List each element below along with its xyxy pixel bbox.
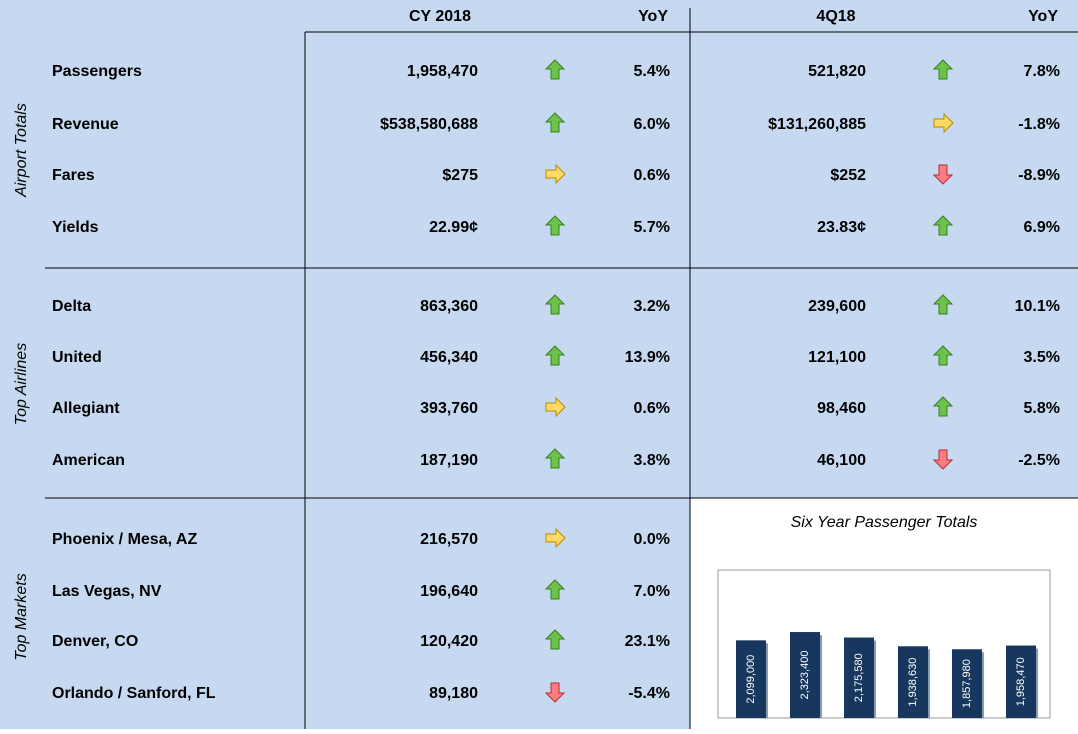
q-value: $131,260,885 — [768, 116, 866, 133]
trend-arrow — [932, 396, 954, 417]
bar — [844, 637, 874, 718]
row-name: Phoenix / Mesa, AZ — [52, 531, 197, 548]
cy-yoy: 13.9% — [625, 349, 670, 366]
row-name: Allegiant — [52, 400, 120, 417]
row-name: Fares — [52, 167, 95, 184]
q-yoy: 5.8% — [1024, 400, 1060, 417]
row-name: Passengers — [52, 63, 142, 80]
cy-yoy: -5.4% — [628, 685, 670, 702]
cy-yoy: 6.0% — [634, 116, 670, 133]
cy-value: 456,340 — [420, 349, 478, 366]
trend-arrow — [932, 59, 954, 80]
cy-yoy: 23.1% — [625, 633, 670, 650]
cy-value: 22.99¢ — [429, 219, 478, 236]
value-label: 1,857,980 — [961, 659, 973, 708]
cy-value: 196,640 — [420, 583, 478, 600]
cy-yoy: 0.6% — [634, 400, 670, 417]
header: 4Q18 — [816, 8, 855, 25]
row-name: Las Vegas, NV — [52, 583, 162, 600]
q-value: 46,100 — [817, 452, 866, 469]
q-yoy: 7.8% — [1024, 63, 1060, 80]
trend-arrow — [544, 59, 566, 80]
row-name: Yields — [52, 219, 99, 236]
cy-yoy: 5.4% — [634, 63, 670, 80]
trend-arrow — [544, 294, 566, 315]
trend-arrow — [544, 215, 566, 236]
trend-arrow — [932, 215, 954, 236]
row-name: Delta — [52, 298, 91, 315]
trend-arrow — [932, 345, 954, 366]
trend-arrow — [932, 294, 954, 315]
q-yoy: -1.8% — [1018, 116, 1060, 133]
q-value: 121,100 — [808, 349, 866, 366]
cy-yoy: 7.0% — [634, 583, 670, 600]
trend-arrow — [544, 112, 566, 133]
value-label: 2,099,000 — [745, 655, 757, 704]
section-label: Top Markets — [13, 573, 30, 660]
q-value: 23.83¢ — [817, 219, 866, 236]
trend-arrow — [932, 164, 954, 185]
trend-arrow — [544, 345, 566, 366]
q-value: 521,820 — [808, 63, 866, 80]
cy-value: 1,958,470 — [407, 63, 478, 80]
row-name: American — [52, 452, 125, 469]
value-label: 1,938,630 — [907, 658, 919, 707]
trend-arrow — [544, 579, 566, 600]
q-yoy: -2.5% — [1018, 452, 1060, 469]
bar — [736, 640, 766, 718]
q-yoy: 3.5% — [1024, 349, 1060, 366]
cy-value: 863,360 — [420, 298, 478, 315]
q-value: 98,460 — [817, 400, 866, 417]
q-value: 239,600 — [808, 298, 866, 315]
section-label: Airport Totals — [13, 103, 30, 198]
bar — [898, 646, 928, 718]
cy-yoy: 3.2% — [634, 298, 670, 315]
trend-arrow — [545, 396, 566, 418]
header: CY 2018 — [409, 8, 471, 25]
header: YoY — [1028, 8, 1058, 25]
cy-value: 216,570 — [420, 531, 478, 548]
row-name: Orlando / Sanford, FL — [52, 685, 216, 702]
value-label: 2,175,580 — [853, 653, 865, 702]
cy-value: 120,420 — [420, 633, 478, 650]
trend-arrow — [545, 163, 566, 185]
cy-yoy: 5.7% — [634, 219, 670, 236]
chart-title: Six Year Passenger Totals — [791, 514, 978, 531]
row-name: United — [52, 349, 102, 366]
trend-arrow — [933, 112, 954, 134]
cy-value: 393,760 — [420, 400, 478, 417]
trend-arrow — [544, 448, 566, 469]
q-yoy: 10.1% — [1015, 298, 1060, 315]
cy-yoy: 3.8% — [634, 452, 670, 469]
value-label: 2,323,400 — [799, 651, 811, 700]
trend-arrow — [544, 629, 566, 650]
plot-area — [717, 569, 1051, 719]
cy-yoy: 0.0% — [634, 531, 670, 548]
header: YoY — [638, 8, 668, 25]
cy-value: $275 — [442, 167, 478, 184]
trend-arrow — [932, 449, 954, 470]
q-value: $252 — [830, 167, 866, 184]
trend-arrow — [545, 527, 566, 549]
section-label: Top Airlines — [13, 343, 30, 425]
bar — [790, 632, 820, 718]
cy-value: 89,180 — [429, 685, 478, 702]
trend-arrow — [544, 682, 566, 703]
bar — [952, 649, 982, 718]
cy-value: 187,190 — [420, 452, 478, 469]
cy-yoy: 0.6% — [634, 167, 670, 184]
row-name: Denver, CO — [52, 633, 138, 650]
value-label: 1,958,470 — [1015, 657, 1027, 706]
q-yoy: -8.9% — [1018, 167, 1060, 184]
row-name: Revenue — [52, 116, 119, 133]
cy-value: $538,580,688 — [380, 116, 478, 133]
bar — [1006, 645, 1036, 718]
q-yoy: 6.9% — [1024, 219, 1060, 236]
